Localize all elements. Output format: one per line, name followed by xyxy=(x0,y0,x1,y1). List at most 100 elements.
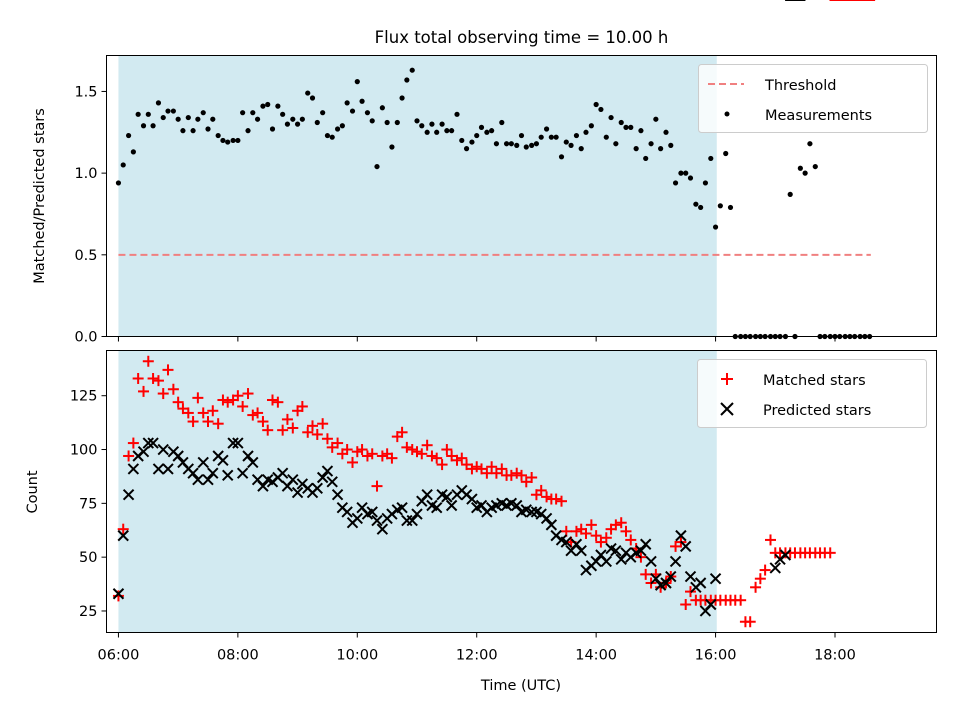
measurement-point xyxy=(409,67,415,73)
measurement-point xyxy=(314,119,320,126)
matched-star-marker xyxy=(496,463,508,475)
measurement-point xyxy=(389,144,395,150)
measurement-point xyxy=(672,180,679,186)
matched-star-marker xyxy=(237,400,249,412)
measurement-point xyxy=(210,116,216,122)
measurement-point xyxy=(727,204,734,211)
matched-star-marker xyxy=(127,437,139,449)
matched-star-marker xyxy=(192,392,204,404)
predicted-star-marker xyxy=(545,519,558,531)
matched-star-marker xyxy=(600,532,612,544)
chart-title: Flux total observing time = 10.00 h xyxy=(375,28,669,47)
y-tick-label: 75 xyxy=(79,496,97,512)
predicted-star-marker xyxy=(217,454,229,466)
matched-star-marker xyxy=(744,616,756,628)
matched-star-marker xyxy=(157,388,169,400)
matched-star-marker xyxy=(321,433,333,445)
predicted-star-marker xyxy=(142,437,155,449)
x-tick-label: 16:00 xyxy=(695,648,737,664)
matched-star-marker xyxy=(511,467,523,479)
predicted-star-marker xyxy=(366,506,378,518)
measurement-point xyxy=(658,146,664,152)
measurement-point xyxy=(265,101,271,108)
measurement-point xyxy=(419,123,425,129)
bottom-shaded-region xyxy=(118,350,717,633)
x-tick-label: 12:00 xyxy=(456,648,498,664)
y-tick-label: 0.5 xyxy=(74,248,97,264)
measurement-point xyxy=(195,116,201,122)
matched-star-marker xyxy=(162,364,174,376)
matched-star-marker xyxy=(481,467,493,479)
matched-star-marker xyxy=(451,454,463,466)
measurement-point xyxy=(250,110,256,116)
measurement-point xyxy=(698,204,704,211)
measurement-point xyxy=(663,129,669,135)
matched-star-marker xyxy=(441,444,453,456)
legend-measurement-swatch xyxy=(724,111,730,117)
legend-measurements-label: Measurements xyxy=(765,108,872,124)
top-axes-frame xyxy=(106,55,937,337)
matched-star-marker xyxy=(317,418,329,430)
measurement-point xyxy=(120,162,126,168)
measurement-point xyxy=(802,170,808,176)
measurement-point xyxy=(469,139,475,145)
predicted-star-marker xyxy=(645,555,657,568)
bottom-x-ticks: 06:00 08:00 10:00 12:00 14:00 16:00 18:00 xyxy=(98,632,856,664)
measurement-point xyxy=(320,110,326,116)
measurement-point xyxy=(235,137,241,144)
legend-predicted-label: Predicted stars xyxy=(763,403,871,419)
measurement-point xyxy=(508,141,514,147)
predicted-star-marker xyxy=(675,529,687,542)
matched-star-marker xyxy=(456,452,468,464)
matched-star-marker xyxy=(351,446,363,458)
matched-star-marker xyxy=(138,385,150,397)
measurement-point xyxy=(573,132,580,139)
bottom-axes-frame xyxy=(106,350,937,633)
measurement-point xyxy=(334,126,341,132)
measurement-point xyxy=(687,175,694,181)
y-tick-label: 50 xyxy=(79,550,97,566)
measurement-point xyxy=(518,132,525,139)
legend-matched-label: Matched stars xyxy=(763,373,866,389)
measurement-point xyxy=(280,111,286,117)
measurement-point xyxy=(374,163,380,170)
measurement-point xyxy=(454,111,460,117)
matched-star-marker xyxy=(759,564,771,576)
top-legend: Threshold Measurements xyxy=(698,64,928,133)
matched-star-marker xyxy=(123,450,135,462)
predicted-star-marker xyxy=(396,501,408,514)
predicted-star-marker xyxy=(590,555,602,568)
matched-star-marker xyxy=(426,450,438,462)
matched-star-marker xyxy=(341,444,353,456)
measurement-point xyxy=(145,111,151,117)
top-y-axis-label: Matched/Predicted stars xyxy=(32,108,48,284)
predicted-star-marker xyxy=(570,538,583,550)
matched-star-marker xyxy=(640,568,652,580)
matched-star-marker xyxy=(247,409,259,421)
matched-star-marker xyxy=(217,394,229,406)
measurement-point xyxy=(638,128,644,134)
matched-star-marker xyxy=(371,480,383,492)
measurement-point xyxy=(384,119,390,126)
predicted-star-marker xyxy=(709,572,722,585)
measurement-point xyxy=(787,191,793,197)
matched-star-marker xyxy=(361,450,373,462)
bottom-legend-box xyxy=(697,359,927,428)
predicted-star-marker xyxy=(162,463,174,475)
measurement-point xyxy=(404,77,410,83)
matched-star-marker xyxy=(401,441,413,453)
predicted-star-marker xyxy=(511,499,523,512)
bottom-panel: 25 50 75 100 125 06:00 08:00 10:00 12:00 14:00 16… xyxy=(25,0,937,694)
y-tick-label: 25 xyxy=(79,604,97,620)
matched-star-marker xyxy=(262,424,274,436)
predicted-star-marker xyxy=(291,486,304,499)
measurement-point xyxy=(305,90,311,96)
predicted-star-marker xyxy=(236,467,249,479)
matched-star-marker xyxy=(824,547,836,559)
measurement-point xyxy=(618,119,624,126)
predicted-star-marker xyxy=(112,588,125,600)
bottom-y-ticks: 25 50 75 100 125 xyxy=(70,389,107,620)
y-tick-label: 0.0 xyxy=(74,330,97,346)
predicted-star-marker xyxy=(615,553,627,566)
predicted-star-marker xyxy=(769,562,781,574)
